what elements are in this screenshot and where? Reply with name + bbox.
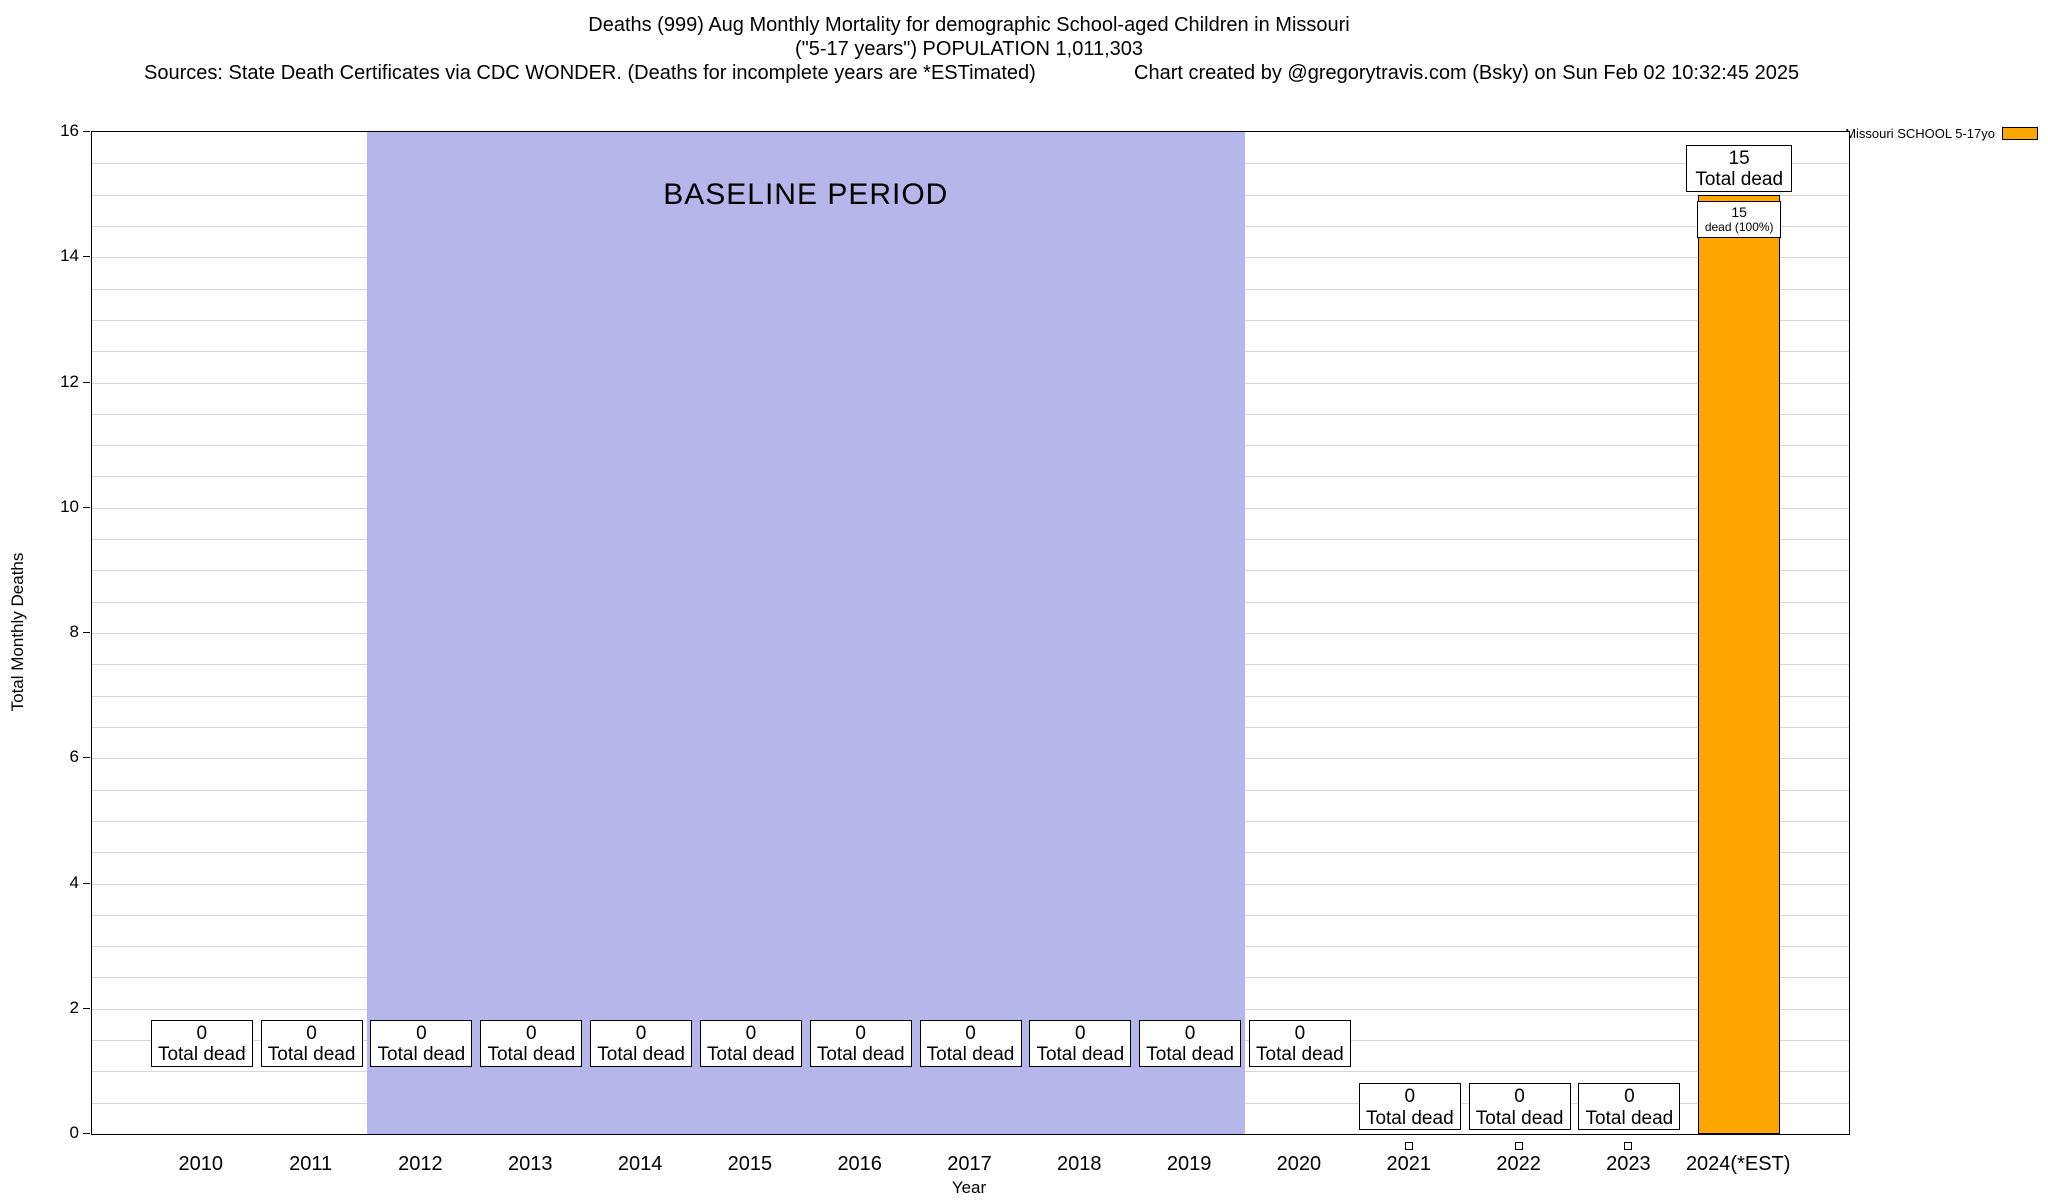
chart-title-line2: ("5-17 years") POPULATION 1,011,303 (794, 38, 1144, 60)
baseline-period-label: BASELINE PERIOD (663, 177, 949, 211)
y-tick-mark (83, 506, 90, 508)
zero-marker-icon (1404, 1142, 1413, 1150)
zero-count-box: 0 Total dead (1578, 1082, 1681, 1130)
y-tick-label: 12 (60, 371, 79, 391)
zero-count-box: 0 Total dead (370, 1019, 473, 1067)
zero-count-caption: Total dead (926, 1044, 1015, 1066)
y-tick-mark (83, 1133, 90, 1134)
zero-count-value: 0 (745, 1022, 757, 1044)
zero-count-box: 0 Total dead (1468, 1082, 1571, 1130)
zero-count-value: 0 (196, 1022, 208, 1044)
x-tick-label: 2010 (178, 1153, 224, 1175)
zero-count-caption: Total dead (157, 1044, 246, 1066)
zero-count-caption: Total dead (1585, 1107, 1674, 1129)
chart-title-line1: Deaths (999) Aug Monthly Mortality for d… (588, 14, 1350, 36)
y-tick-mark (83, 131, 90, 132)
zero-count-value: 0 (306, 1022, 317, 1044)
zero-count-box: 0 Total dead (590, 1019, 693, 1067)
x-tick-label: 2020 (1276, 1153, 1322, 1175)
x-tick-label: 2018 (1057, 1153, 1102, 1175)
zero-count-value: 0 (416, 1022, 427, 1044)
y-tick-mark (83, 381, 90, 383)
zero-count-box: 0 Total dead (919, 1019, 1022, 1067)
x-tick-label: 2014 (617, 1153, 663, 1175)
zero-count-caption: Total dead (816, 1044, 905, 1066)
x-tick-label: 2016 (837, 1153, 882, 1175)
y-tick-mark (83, 632, 90, 633)
x-tick-label: 2019 (1166, 1153, 1212, 1175)
legend-swatch-icon (2002, 127, 2038, 140)
zero-count-box: 0 Total dead (1248, 1019, 1351, 1067)
zero-count-value: 0 (1624, 1085, 1635, 1107)
bar-value-box: 15 Total dead (1686, 144, 1793, 192)
zero-count-box: 0 Total dead (809, 1019, 912, 1067)
x-tick-label: 2021 (1386, 1153, 1432, 1175)
zero-count-caption: Total dead (1036, 1044, 1125, 1066)
y-tick-label: 4 (69, 872, 79, 892)
baseline-region (366, 132, 1245, 1134)
credit-note: Chart created by @gregorytravis.com (Bsk… (1134, 62, 1800, 84)
y-tick-mark (83, 1007, 90, 1009)
y-tick-mark (83, 882, 90, 884)
bar-inner-label: 15 dead (100%) (1697, 200, 1782, 238)
y-tick-mark (83, 256, 90, 258)
zero-marker-icon (1624, 1142, 1633, 1150)
x-tick-label: 2015 (727, 1153, 773, 1175)
total-dead-bar-2024 (1698, 194, 1781, 1134)
zero-count-value: 0 (526, 1022, 537, 1044)
zero-count-box: 0 Total dead (1358, 1082, 1461, 1130)
y-tick-label: 8 (69, 622, 79, 641)
y-tick-label: 0 (69, 1123, 79, 1142)
y-tick-label: 16 (60, 121, 79, 140)
x-axis-title: Year (951, 1178, 987, 1197)
zero-count-value: 0 (1184, 1022, 1196, 1044)
zero-count-value: 0 (1404, 1085, 1416, 1107)
zero-count-box: 0 Total dead (1029, 1019, 1132, 1067)
x-tick-label: 2011 (289, 1153, 333, 1175)
zero-count-caption: Total dead (1365, 1107, 1454, 1129)
y-tick-mark (83, 757, 90, 759)
legend: Missouri SCHOOL 5-17yo (1845, 126, 2038, 141)
y-tick-label: 14 (60, 246, 79, 266)
x-tick-label: 2024(*EST) (1685, 1153, 1791, 1175)
x-tick-label: 2017 (947, 1153, 992, 1175)
zero-count-value: 0 (1294, 1022, 1306, 1044)
zero-count-box: 0 Total dead (699, 1019, 802, 1067)
x-tick-label: 2013 (508, 1153, 553, 1175)
bar-inner-value: 15 (1731, 203, 1747, 220)
bar-inner-caption: dead (100%) (1704, 220, 1774, 235)
zero-count-box: 0 Total dead (260, 1019, 363, 1067)
zero-count-value: 0 (1075, 1022, 1086, 1044)
zero-count-box: 0 Total dead (150, 1019, 253, 1067)
legend-series-label: Missouri SCHOOL 5-17yo (1845, 126, 1995, 141)
zero-count-box: 0 Total dead (480, 1019, 583, 1067)
x-tick-label: 2022 (1496, 1153, 1541, 1175)
y-axis-title: Total Monthly Deaths (8, 552, 27, 712)
zero-count-value: 0 (965, 1022, 976, 1044)
sources-note: Sources: State Death Certificates via CD… (144, 62, 1036, 84)
y-tick-label: 10 (60, 496, 79, 516)
zero-count-caption: Total dead (707, 1044, 795, 1066)
zero-count-caption: Total dead (597, 1044, 685, 1066)
x-tick-label: 2023 (1606, 1153, 1651, 1175)
zero-count-caption: Total dead (487, 1044, 576, 1066)
zero-count-caption: Total dead (267, 1044, 356, 1066)
zero-count-caption: Total dead (1256, 1044, 1344, 1066)
zero-count-value: 0 (855, 1022, 866, 1044)
zero-count-caption: Total dead (1146, 1044, 1234, 1066)
zero-count-caption: Total dead (1475, 1107, 1564, 1129)
x-tick-label: 2012 (398, 1153, 443, 1175)
zero-count-caption: Total dead (377, 1044, 466, 1066)
plot-area: BASELINE PERIOD 0 Total dead 0 Total dead 0 To… (91, 131, 1850, 1135)
zero-count-box: 0 Total dead (1139, 1019, 1242, 1067)
bar-value-caption: Total dead (1695, 169, 1784, 191)
zero-count-value: 0 (635, 1022, 647, 1044)
zero-marker-icon (1514, 1142, 1523, 1150)
bar-value-text: 15 (1728, 147, 1750, 169)
y-tick-label: 6 (69, 747, 79, 767)
y-tick-label: 2 (69, 997, 79, 1017)
zero-count-value: 0 (1514, 1085, 1525, 1107)
